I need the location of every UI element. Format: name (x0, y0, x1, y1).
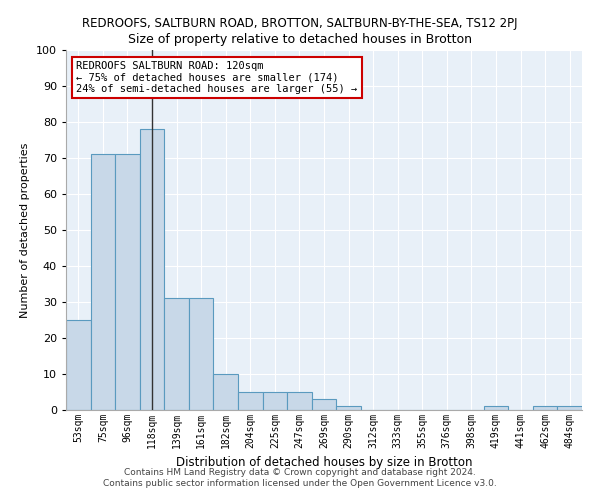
Bar (164, 298, 189, 410)
Text: Contains HM Land Registry data © Crown copyright and database right 2024.
Contai: Contains HM Land Registry data © Crown c… (103, 468, 497, 487)
Y-axis label: Number of detached properties: Number of detached properties (20, 142, 31, 318)
Bar (312, 399, 336, 410)
Bar (336, 406, 361, 410)
Bar (533, 406, 557, 410)
Bar (66, 320, 91, 410)
Bar (287, 392, 312, 410)
Bar (238, 392, 263, 410)
Bar (189, 298, 214, 410)
Bar (115, 154, 140, 410)
Bar (140, 129, 164, 410)
Text: REDROOFS SALTBURN ROAD: 120sqm
← 75% of detached houses are smaller (174)
24% of: REDROOFS SALTBURN ROAD: 120sqm ← 75% of … (76, 61, 358, 94)
Bar (91, 154, 115, 410)
Text: REDROOFS, SALTBURN ROAD, BROTTON, SALTBURN-BY-THE-SEA, TS12 2PJ: REDROOFS, SALTBURN ROAD, BROTTON, SALTBU… (82, 18, 518, 30)
Bar (263, 392, 287, 410)
Bar (484, 406, 508, 410)
X-axis label: Distribution of detached houses by size in Brotton: Distribution of detached houses by size … (176, 456, 472, 469)
Bar (557, 406, 582, 410)
Bar (214, 374, 238, 410)
Text: Size of property relative to detached houses in Brotton: Size of property relative to detached ho… (128, 32, 472, 46)
